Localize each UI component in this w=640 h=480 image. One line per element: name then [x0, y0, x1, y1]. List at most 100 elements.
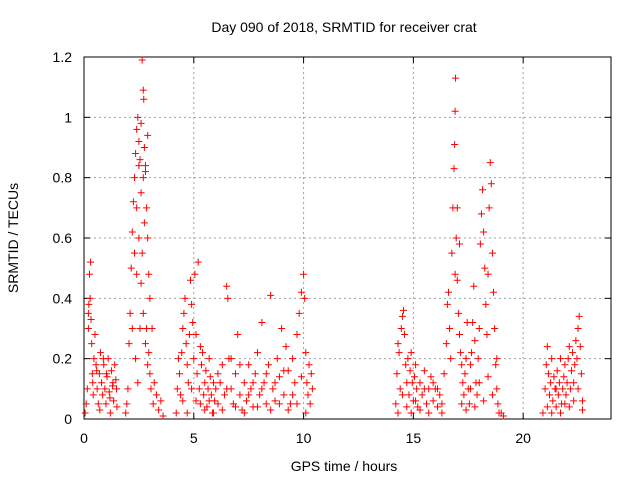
data-point — [262, 370, 270, 378]
data-point — [224, 294, 232, 302]
data-point — [234, 331, 242, 339]
data-point — [572, 337, 580, 345]
data-point — [284, 406, 292, 414]
data-point — [140, 219, 148, 227]
data-point — [455, 240, 463, 248]
data-point — [192, 331, 200, 339]
data-point — [216, 379, 224, 387]
data-point — [128, 228, 136, 236]
data-point — [185, 331, 193, 339]
data-point — [89, 391, 97, 399]
data-point — [111, 361, 119, 369]
data-point — [412, 361, 420, 369]
data-point — [106, 394, 114, 402]
data-point — [440, 370, 448, 378]
data-point — [395, 349, 403, 357]
data-point — [453, 204, 461, 212]
data-point — [245, 361, 253, 369]
data-point — [556, 355, 564, 363]
data-point — [401, 331, 409, 339]
data-point — [110, 397, 118, 405]
data-point — [201, 379, 209, 387]
data-point — [232, 403, 240, 411]
data-point — [264, 361, 272, 369]
data-point — [178, 349, 186, 357]
data-point — [484, 373, 492, 381]
data-point — [573, 355, 581, 363]
data-point — [476, 240, 484, 248]
data-point — [200, 391, 208, 399]
data-point — [479, 186, 487, 194]
data-point — [484, 270, 492, 278]
data-point — [475, 379, 483, 387]
y-tick-label: 0.6 — [53, 230, 73, 246]
data-point — [423, 400, 431, 408]
data-point — [493, 385, 501, 393]
data-point — [141, 340, 149, 348]
data-point — [144, 131, 152, 139]
data-point — [475, 325, 483, 332]
data-point — [182, 340, 190, 348]
data-point — [569, 349, 577, 357]
data-point — [438, 409, 446, 417]
data-point — [138, 56, 146, 64]
data-point — [141, 162, 149, 170]
data-point — [140, 95, 148, 103]
data-point — [539, 409, 547, 417]
data-point — [134, 113, 142, 121]
data-point — [159, 412, 167, 420]
data-point — [112, 385, 120, 393]
data-point — [240, 379, 248, 387]
data-point — [139, 174, 147, 182]
data-point — [188, 385, 196, 393]
data-point — [157, 397, 165, 405]
data-point — [85, 270, 93, 278]
data-point — [482, 300, 490, 308]
data-point — [137, 119, 145, 127]
data-point — [404, 355, 412, 363]
data-point — [132, 150, 140, 158]
data-point — [577, 370, 585, 378]
data-point — [436, 391, 444, 399]
data-point — [563, 379, 571, 387]
data-point — [99, 391, 107, 399]
data-point — [394, 340, 402, 348]
data-point — [262, 400, 270, 408]
data-point — [552, 385, 560, 393]
y-tick-label: 1.2 — [53, 49, 73, 65]
data-point — [107, 367, 115, 375]
data-point — [282, 343, 290, 351]
data-point — [267, 406, 275, 414]
data-point — [300, 270, 308, 278]
data-point — [394, 409, 402, 417]
data-point — [105, 388, 113, 396]
data-point — [260, 379, 268, 387]
data-point — [180, 309, 188, 317]
data-point — [145, 349, 153, 357]
data-point — [199, 349, 207, 357]
data-point — [275, 373, 283, 381]
data-point — [480, 397, 488, 405]
data-point — [438, 400, 446, 408]
data-point — [303, 379, 311, 387]
data-point — [487, 180, 495, 188]
data-point — [564, 355, 572, 363]
data-point — [271, 397, 279, 405]
x-tick-label: 5 — [190, 430, 198, 446]
data-point — [304, 391, 312, 399]
data-point — [221, 391, 229, 399]
data-point — [293, 400, 301, 408]
data-point — [442, 340, 450, 348]
data-point — [227, 355, 235, 363]
data-point — [149, 400, 157, 408]
data-point — [133, 204, 141, 212]
data-point — [91, 331, 99, 339]
data-point — [451, 107, 459, 115]
data-point — [462, 355, 470, 363]
data-point — [457, 349, 465, 357]
data-point — [236, 391, 244, 399]
data-point — [212, 385, 220, 393]
x-tick-label: 10 — [296, 430, 312, 446]
data-point — [146, 294, 154, 302]
data-point — [289, 355, 297, 363]
